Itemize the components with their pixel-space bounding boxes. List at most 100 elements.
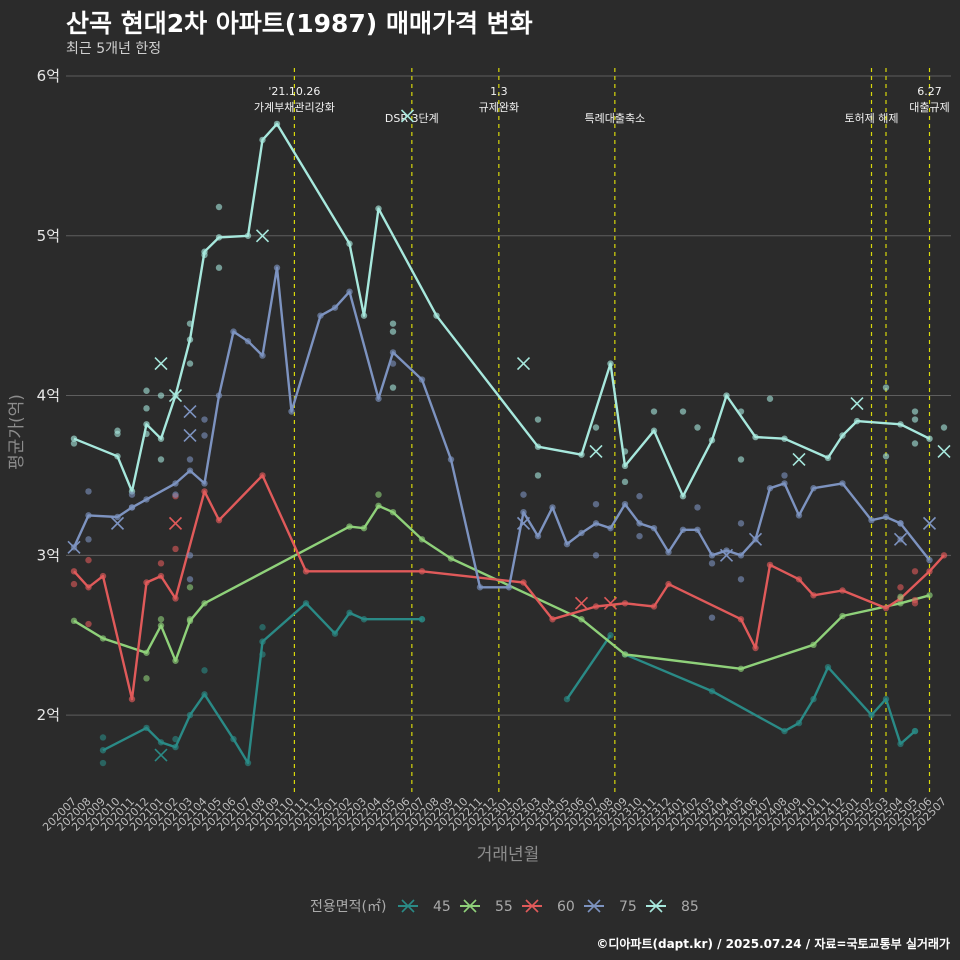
scatter-point-75 [85, 536, 92, 543]
scatter-point-85 [186, 320, 194, 327]
cancel-stroke [67, 540, 81, 554]
series-point-85 [186, 336, 194, 343]
scatter-point-85 [911, 416, 919, 423]
scatter-point-55 [143, 675, 150, 682]
series-point-75 [215, 392, 223, 399]
scatter-point-75 [737, 576, 745, 583]
cancel-marker-85 [792, 452, 806, 467]
scatter-point-85 [650, 408, 658, 415]
cancel-marker-75 [183, 404, 197, 419]
cancel-stroke [792, 452, 806, 467]
event-label: 토허제 해제 [844, 111, 898, 125]
scatter-point-75 [172, 491, 179, 498]
legend-key-75 [584, 899, 604, 913]
scatter-point-75 [897, 520, 904, 527]
legend-title: 전용면적(㎡) [310, 899, 386, 915]
series-point-45 [708, 687, 716, 695]
scatter-point-55 [897, 593, 904, 601]
series-point-85 [433, 312, 440, 319]
series-point-85 [534, 443, 542, 450]
cancel-marker-75 [67, 540, 81, 554]
series-point-85 [897, 421, 904, 428]
scatter-point-45 [259, 624, 266, 631]
scatter-point-85 [389, 384, 397, 391]
series-point-85 [723, 392, 730, 399]
source-caption: ©디아파트(dapt.kr) / 2025.07.24 / 자료=국토교통부 실… [596, 937, 950, 951]
series-point-75 [563, 540, 571, 548]
series-point-85 [244, 232, 252, 239]
series-point-60 [665, 580, 672, 588]
scatter-point-75 [781, 472, 788, 479]
event-label: 1.3 규제완화 [479, 85, 519, 114]
series-line-45 [624, 653, 916, 746]
scatter-point-45 [418, 616, 426, 623]
y-tick-label: 4억 [37, 387, 60, 405]
series-point-75 [926, 556, 933, 564]
scatter-point-85 [70, 440, 78, 447]
scatter-point-75 [636, 532, 643, 540]
series-point-55 [70, 617, 78, 625]
scatter-point-75 [592, 501, 600, 508]
series-point-75 [317, 312, 324, 319]
series-point-75 [273, 264, 281, 271]
series-line-45 [566, 634, 612, 700]
series-point-60 [259, 472, 266, 479]
series-point-60 [810, 592, 817, 599]
series-point-45 [302, 600, 310, 607]
series-point-60 [650, 603, 658, 610]
scatter-point-85 [621, 478, 629, 486]
series-point-55 [926, 592, 933, 599]
cancel-marker-60 [603, 596, 618, 610]
series-point-75 [549, 504, 556, 511]
cancel-stroke [255, 229, 270, 243]
cancel-marker-85 [154, 357, 168, 371]
event-label: 특례대출축소 [584, 112, 645, 125]
legend: 전용면적(㎡) 45 55 60 75 85 [310, 899, 699, 915]
series-point-75 [114, 513, 121, 521]
series-point-75 [882, 513, 890, 521]
scatter-point-60 [85, 556, 92, 564]
y-tick-label: 2억 [37, 706, 60, 724]
cancel-marker-85 [937, 444, 951, 459]
scatter-point-85 [186, 360, 194, 367]
series-point-75 [766, 485, 774, 492]
series-point-45 [346, 609, 353, 617]
series-point-55 [447, 555, 455, 562]
scatter-point-85 [215, 264, 223, 271]
series-point-55 [360, 524, 368, 532]
cancel-stroke [400, 109, 415, 123]
series-point-85 [752, 433, 759, 441]
y-tick-label: 3억 [37, 546, 60, 564]
cancel-stroke [154, 357, 168, 371]
y-axis: 2억 3억 4억 5억 6억 [37, 67, 60, 724]
scatter-point-75 [128, 504, 136, 511]
series-point-75 [505, 584, 513, 591]
scatter-point-45 [201, 667, 208, 674]
cancel-marker-85 [168, 388, 183, 403]
scatter-point-75 [708, 560, 716, 567]
series-point-60 [85, 584, 92, 591]
series-point-45 [563, 695, 571, 703]
series-point-60 [752, 644, 759, 652]
scatter-point-85 [592, 424, 600, 431]
legend-swatch-cross [401, 899, 415, 913]
series-point-85 [215, 234, 223, 241]
scatter-point-45 [99, 759, 107, 767]
series-point-55 [143, 649, 150, 656]
series-point-85 [70, 435, 78, 442]
series-point-85 [578, 451, 585, 458]
legend-label-60: 60 [557, 899, 575, 915]
y-tick-label: 6억 [37, 67, 60, 85]
scatter-point-85 [737, 456, 745, 463]
cancel-stroke [603, 596, 618, 610]
series-point-45 [795, 719, 803, 727]
cancel-marker-75 [110, 516, 125, 530]
series-point-55 [810, 641, 817, 649]
legend-key-85 [646, 899, 666, 913]
scatter-point-85 [911, 440, 919, 447]
series-point-45 [259, 638, 266, 645]
scatter-point-85 [737, 408, 745, 415]
scatter-point-60 [172, 545, 179, 553]
series-point-45 [99, 747, 107, 754]
series-point-45 [331, 630, 339, 637]
